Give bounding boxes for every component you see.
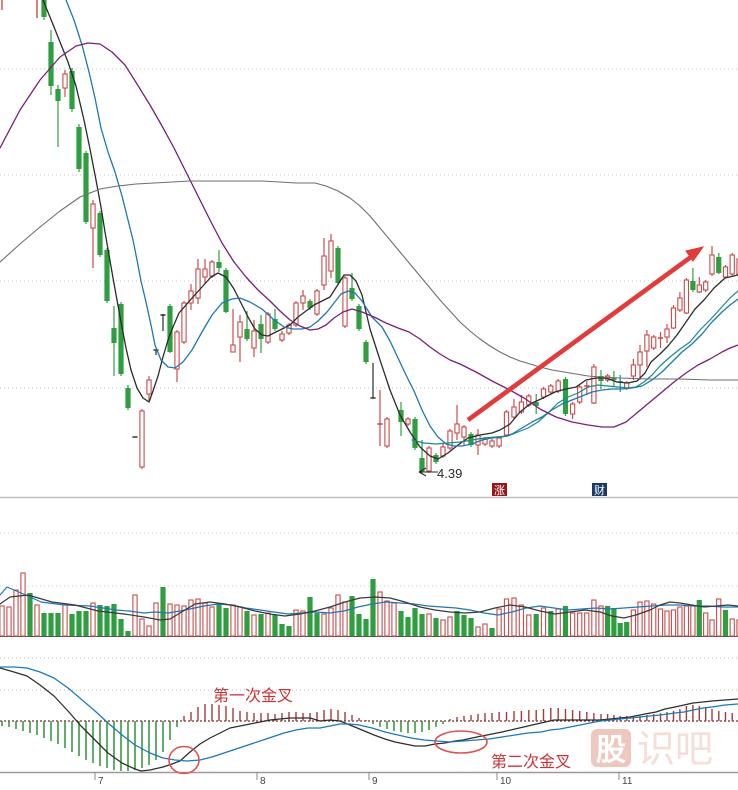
svg-text:7: 7 — [98, 776, 104, 785]
svg-text:第一次金叉: 第一次金叉 — [213, 687, 293, 705]
svg-text:11: 11 — [622, 776, 633, 785]
svg-text:9: 9 — [372, 776, 378, 785]
svg-text:4.39: 4.39 — [437, 466, 462, 481]
svg-text:第二次金叉: 第二次金叉 — [491, 753, 571, 771]
svg-text:财: 财 — [594, 483, 605, 497]
svg-text:8: 8 — [260, 776, 266, 785]
svg-text:股: 股 — [596, 734, 626, 767]
svg-text:10: 10 — [500, 776, 512, 785]
svg-text:涨: 涨 — [494, 484, 505, 497]
svg-text:识吧: 识吧 — [637, 729, 713, 771]
